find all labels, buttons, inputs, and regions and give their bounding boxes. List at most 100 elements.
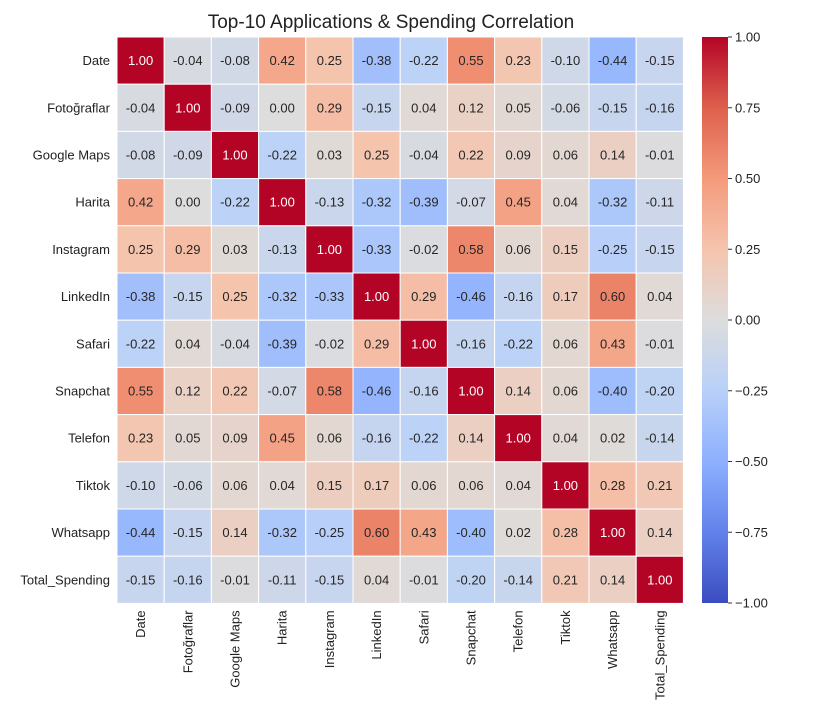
heatmap-cell — [116, 36, 165, 85]
heatmap-cell — [163, 225, 212, 274]
heatmap-cell — [588, 508, 637, 557]
cell-value-label: 0.28 — [553, 525, 578, 540]
cell-value-label: 0.06 — [553, 384, 578, 399]
heatmap-cell — [399, 508, 448, 557]
row-label: Harita — [75, 195, 110, 210]
cell-value-label: -0.01 — [220, 572, 250, 587]
cell-value-label: 0.60 — [364, 525, 389, 540]
cell-value-label: 1.00 — [411, 336, 436, 351]
cell-value-label: -0.15 — [362, 100, 392, 115]
heatmap-cell — [588, 225, 637, 274]
heatmap-cell — [635, 130, 684, 180]
heatmap-cell — [635, 461, 684, 510]
cell-value-label: 0.14 — [647, 525, 672, 540]
colorbar-tick-label: 1.00 — [735, 30, 760, 45]
row-label: Snapchat — [55, 384, 110, 399]
cell-value-label: -0.04 — [220, 336, 250, 351]
heatmap-cell — [635, 83, 684, 132]
heatmap-cell — [163, 36, 212, 85]
row-labels: Date Fotoğraflar Google Maps Harita Instagra… — [20, 53, 110, 587]
cell-value-label: -0.04 — [126, 100, 156, 115]
heatmap-cell — [399, 461, 448, 510]
heatmap-cell — [541, 36, 590, 85]
heatmap-cell — [588, 83, 637, 132]
cell-value-label: 0.42 — [270, 53, 295, 68]
cell-value-label: 0.06 — [553, 336, 578, 351]
cell-value-label: 0.55 — [128, 384, 153, 399]
cell-value-label: -0.01 — [645, 148, 675, 163]
heatmap-cell — [258, 130, 307, 180]
cell-value-label: -0.16 — [173, 572, 203, 587]
cell-value-label: -0.46 — [362, 384, 392, 399]
cell-value-label: 0.12 — [175, 384, 200, 399]
cell-value-label: -0.15 — [598, 100, 628, 115]
heatmap-cell — [399, 178, 448, 227]
cell-value-label: -0.44 — [598, 53, 628, 68]
cell-value-label: -0.14 — [645, 431, 675, 446]
cell-value-label: 1.00 — [175, 100, 200, 115]
heatmap-cell — [210, 414, 260, 463]
cell-value-label: 0.23 — [128, 431, 153, 446]
heatmap-cell — [163, 319, 212, 368]
cell-value-label: 0.29 — [411, 289, 436, 304]
colorbar-ticks: 1.00 0.75 0.50 0.25 0.00 −0.25 −0.50 −0.75 −1.00 — [728, 30, 768, 611]
heatmap-cell — [399, 319, 448, 368]
colorbar-tick-label: 0.50 — [735, 171, 760, 186]
cell-value-label: 0.12 — [458, 100, 483, 115]
cell-value-label: 0.04 — [647, 289, 672, 304]
cell-value-label: 0.29 — [364, 336, 389, 351]
heatmap-cell — [446, 414, 496, 463]
cell-value-label: 0.55 — [458, 53, 483, 68]
cell-value-label: -0.44 — [126, 525, 156, 540]
heatmap-cell — [446, 36, 496, 85]
cell-value-label: 1.00 — [317, 242, 342, 257]
cell-value-label: 0.06 — [506, 242, 531, 257]
cell-value-label: -0.10 — [551, 53, 581, 68]
heatmap-cell — [258, 366, 307, 416]
heatmap-cell — [588, 366, 637, 416]
heatmap-cell — [399, 414, 448, 463]
heatmap-cell — [163, 414, 212, 463]
cell-value-label: -0.32 — [267, 525, 297, 540]
colorbar-tick-label: 0.75 — [735, 100, 760, 115]
cell-value-label: -0.20 — [645, 384, 675, 399]
cell-value-label: 0.21 — [553, 572, 578, 587]
cell-value-label: -0.22 — [409, 431, 439, 446]
heatmap-cell — [116, 178, 165, 227]
cell-value-label: 0.14 — [600, 572, 625, 587]
cell-value-label: -0.39 — [267, 336, 297, 351]
column-label: Whatsapp — [605, 610, 620, 669]
heatmap-cell — [352, 508, 401, 557]
cell-value-label: 0.22 — [222, 384, 247, 399]
cell-value-label: 1.00 — [600, 525, 625, 540]
cell-value-label: -0.38 — [362, 53, 392, 68]
cell-value-label: -0.14 — [503, 572, 533, 587]
cell-value-label: 0.25 — [222, 289, 247, 304]
heatmap-cell — [352, 272, 401, 321]
cell-value-label: -0.02 — [315, 336, 345, 351]
heatmap-cell — [635, 508, 684, 557]
cell-value-label: -0.13 — [315, 195, 345, 210]
cell-value-label: -0.11 — [268, 572, 297, 587]
cell-value-label: 0.04 — [553, 431, 578, 446]
cell-value-label: 0.45 — [506, 195, 531, 210]
cell-value-label: 0.22 — [458, 148, 483, 163]
cell-value-label: 0.15 — [553, 242, 578, 257]
heatmap-cell — [258, 83, 307, 132]
cell-value-label: 0.02 — [506, 525, 531, 540]
column-label: LinkedIn — [369, 610, 384, 659]
cell-value-label: -0.38 — [126, 289, 156, 304]
heatmap-cell — [352, 83, 401, 132]
colorbar-tick-label: 0.00 — [735, 313, 760, 328]
colorbar — [702, 37, 728, 603]
cell-value-label: -0.13 — [267, 242, 297, 257]
cell-value-label: 0.45 — [270, 431, 295, 446]
heatmap-cell — [399, 366, 448, 416]
row-label: LinkedIn — [61, 289, 110, 304]
colorbar-tick-label: −0.50 — [735, 454, 768, 469]
heatmap-cells: 1.00 -0.04 -0.08 0.42 0.25 -0.38 -0.22 0.55 0.23… — [116, 36, 684, 604]
cell-value-label: 0.04 — [553, 195, 578, 210]
column-label: Harita — [275, 610, 290, 645]
heatmap-cell — [635, 272, 684, 321]
heatmap-cell — [588, 319, 637, 368]
